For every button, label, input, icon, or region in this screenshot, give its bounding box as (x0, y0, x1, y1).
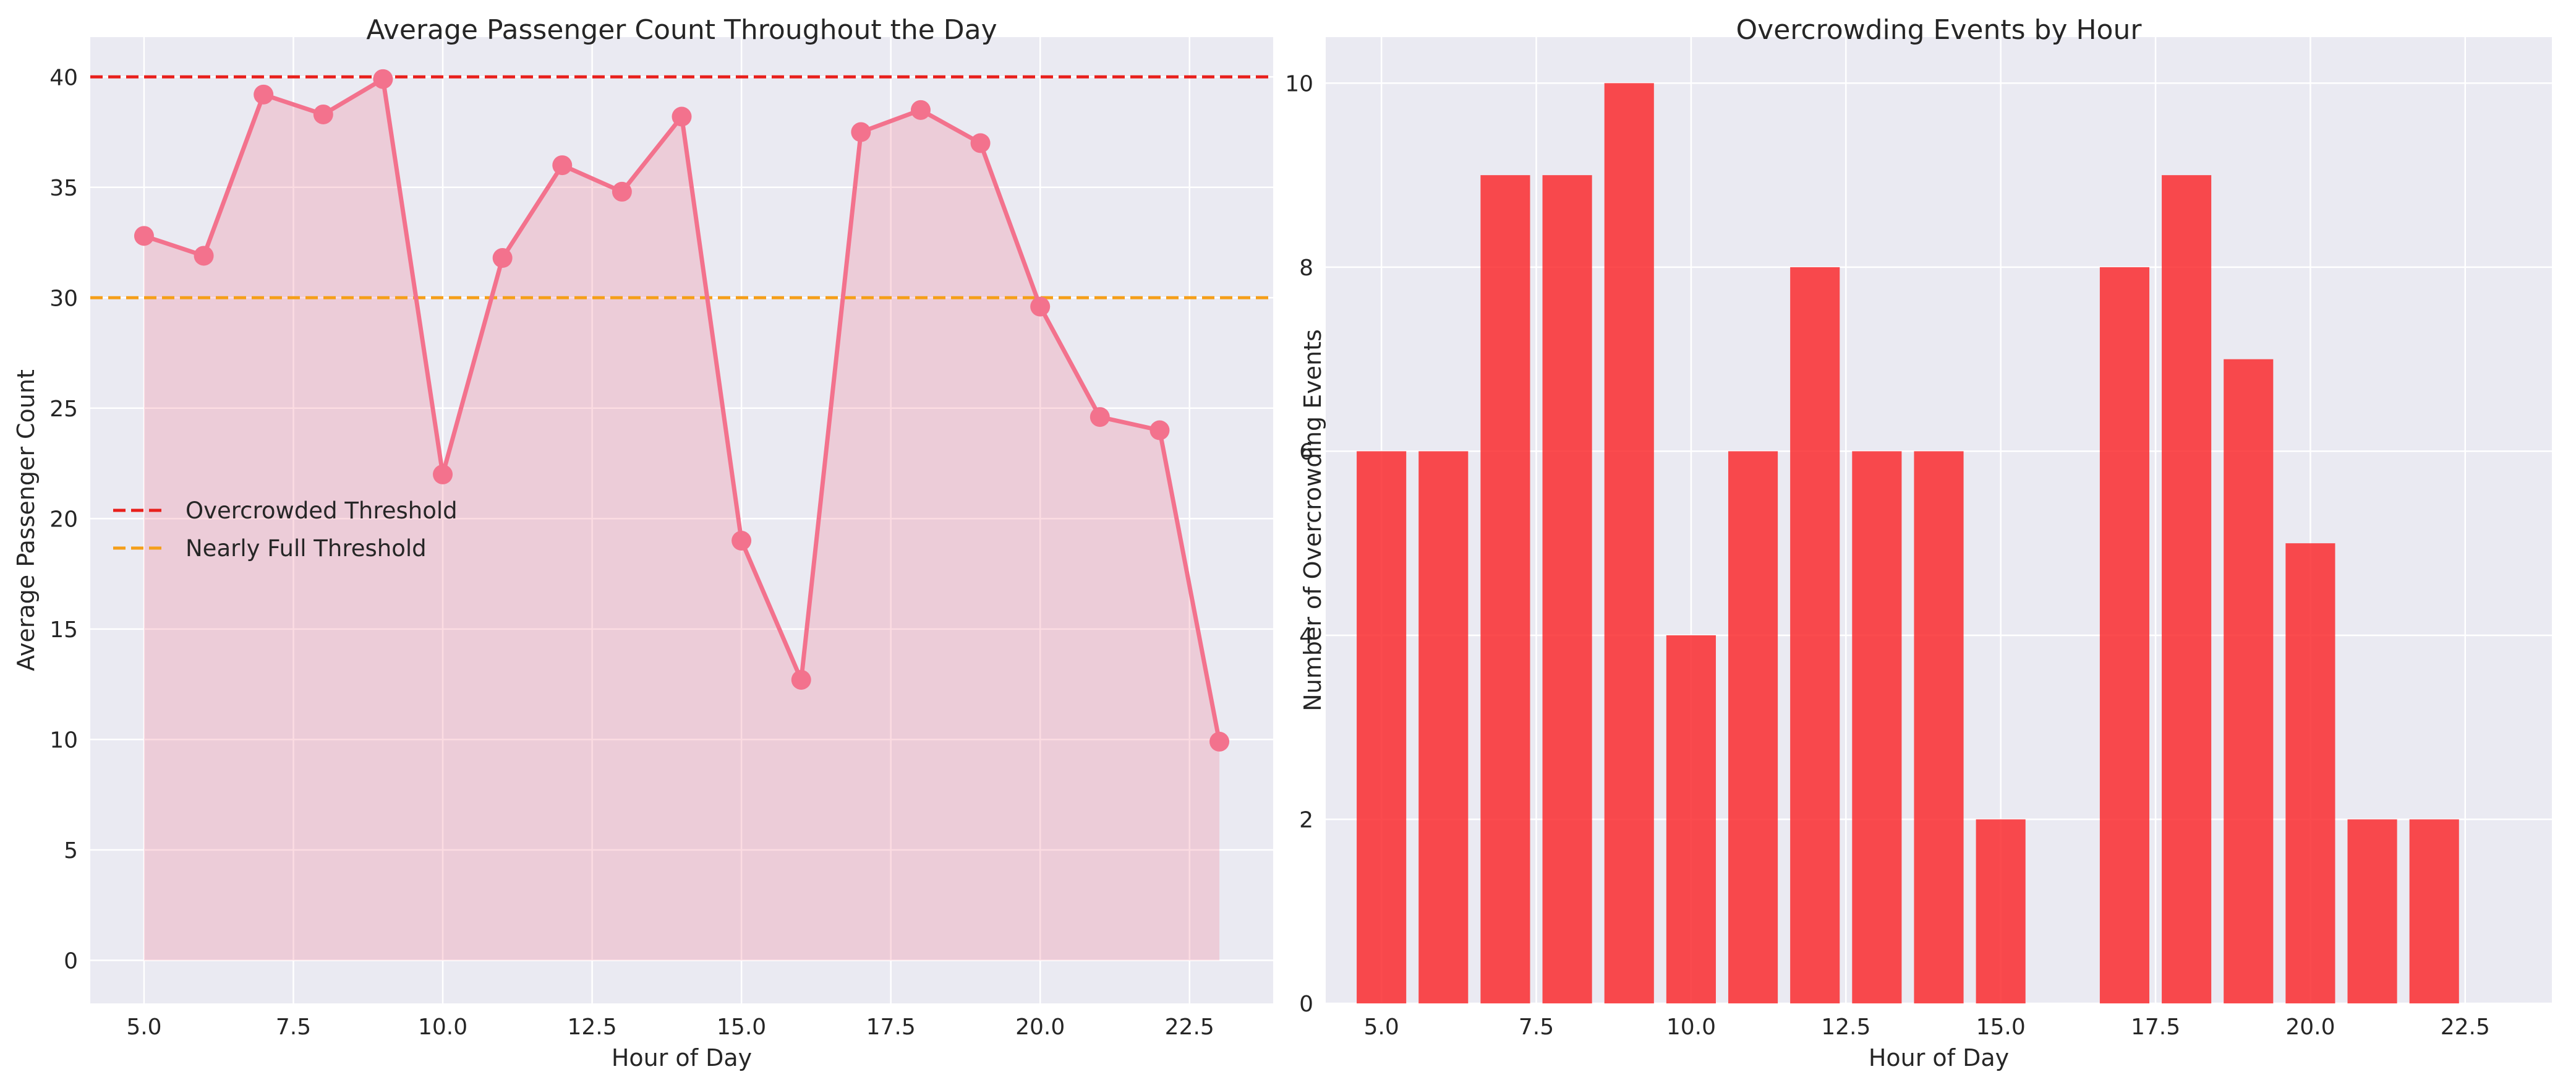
left-grid (90, 37, 1273, 1003)
bar-hour-5 (1357, 451, 1407, 1003)
passenger-count-chart: 5.0 7.5 10.0 12.5 15.0 17.5 20.0 22.5 0 5 10 15 20 2… (12, 14, 1273, 1071)
data-point (791, 669, 811, 690)
x-tick-label: 5.0 (1364, 1015, 1399, 1040)
right-x-ticks: 5.0 7.5 10.0 12.5 15.0 17.5 20.0 22.5 (1364, 1015, 2490, 1040)
y-tick-label: 40 (49, 65, 78, 90)
data-point (1149, 420, 1170, 440)
data-point (373, 69, 393, 89)
x-tick-label: 7.5 (276, 1015, 311, 1040)
passenger-points (134, 69, 1230, 752)
bar-hour-18 (2162, 175, 2212, 1004)
x-tick-label: 10.0 (1666, 1015, 1716, 1040)
left-chart-title: Average Passenger Count Throughout the D… (366, 14, 997, 46)
y-tick-label: 15 (49, 617, 78, 643)
x-tick-label: 10.0 (418, 1015, 467, 1040)
data-point (731, 531, 752, 551)
passenger-area-fill (143, 79, 1220, 961)
y-tick-label: 25 (49, 397, 78, 422)
x-tick-label: 20.0 (1015, 1015, 1065, 1040)
left-y-ticks: 0 5 10 15 20 25 30 35 40 (49, 65, 78, 974)
data-point (492, 248, 513, 268)
y-tick-label: 0 (1299, 992, 1313, 1017)
x-tick-label: 7.5 (1519, 1015, 1554, 1040)
y-tick-label: 30 (49, 286, 78, 311)
y-tick-label: 0 (64, 948, 78, 974)
data-point (1209, 731, 1230, 752)
data-point (194, 246, 214, 266)
right-chart-title: Overcrowding Events by Hour (1736, 14, 2143, 46)
bar-hour-21 (2347, 819, 2397, 1003)
left-x-axis-label: Hour of Day (612, 1044, 752, 1071)
x-tick-label: 12.5 (1821, 1015, 1870, 1040)
bar-hour-7 (1480, 175, 1530, 1004)
data-point (134, 226, 154, 246)
y-tick-label: 8 (1299, 255, 1313, 281)
y-tick-label: 4 (1299, 624, 1313, 649)
left-x-ticks: 5.0 7.5 10.0 12.5 15.0 17.5 20.0 22.5 (126, 1015, 1214, 1040)
y-tick-label: 10 (49, 727, 78, 753)
overcrowding-events-chart: 5.0 7.5 10.0 12.5 15.0 17.5 20.0 22.5 0 2 4 6 8 10 O… (1285, 14, 2552, 1071)
x-tick-label: 20.0 (2285, 1015, 2335, 1040)
bar-hour-10 (1666, 635, 1716, 1003)
bar-hour-13 (1852, 451, 1902, 1003)
data-point (1030, 296, 1051, 317)
y-tick-label: 35 (49, 176, 78, 201)
data-point (1090, 407, 1110, 427)
bar-hour-9 (1604, 83, 1654, 1003)
data-point (313, 104, 333, 124)
threshold-legend: Overcrowded Threshold Nearly Full Thresh… (113, 497, 458, 562)
bar-hour-17 (2099, 267, 2150, 1003)
data-point (910, 100, 931, 120)
bar-hour-14 (1914, 451, 1964, 1003)
legend-label-overcrowded: Overcrowded Threshold (186, 497, 458, 524)
y-tick-label: 5 (64, 838, 78, 864)
y-tick-label: 20 (49, 507, 78, 532)
x-tick-label: 15.0 (717, 1015, 766, 1040)
right-x-axis-label: Hour of Day (1869, 1044, 2009, 1071)
data-point (612, 181, 632, 202)
x-tick-label: 22.5 (1165, 1015, 1214, 1040)
x-tick-label: 17.5 (2131, 1015, 2180, 1040)
data-point (672, 106, 692, 127)
overcrowding-bars (1357, 83, 2459, 1004)
bar-hour-22 (2409, 819, 2459, 1003)
bar-hour-19 (2224, 359, 2274, 1003)
bar-hour-15 (1976, 819, 2026, 1003)
right-y-ticks: 0 2 4 6 8 10 (1285, 71, 1313, 1017)
left-y-axis-label: Average Passenger Count (12, 369, 40, 671)
bar-hour-8 (1542, 175, 1592, 1004)
data-point (433, 464, 453, 484)
x-tick-label: 12.5 (567, 1015, 616, 1040)
bar-hour-12 (1790, 267, 1840, 1003)
legend-label-nearly-full: Nearly Full Threshold (186, 535, 427, 562)
x-tick-label: 17.5 (866, 1015, 916, 1040)
x-tick-label: 15.0 (1976, 1015, 2026, 1040)
bar-hour-11 (1728, 451, 1778, 1003)
data-point (851, 122, 871, 142)
x-tick-label: 22.5 (2441, 1015, 2490, 1040)
bar-hour-6 (1418, 451, 1469, 1003)
left-plot-background (90, 37, 1273, 1003)
y-tick-label: 2 (1299, 807, 1313, 833)
x-tick-label: 5.0 (126, 1015, 161, 1040)
data-point (552, 155, 573, 176)
data-point (254, 84, 274, 105)
y-tick-label: 10 (1285, 71, 1313, 97)
right-y-axis-label: Number of Overcrowding Events (1299, 329, 1326, 711)
y-tick-label: 6 (1299, 439, 1313, 465)
data-point (970, 133, 991, 153)
bar-hour-20 (2285, 543, 2335, 1003)
